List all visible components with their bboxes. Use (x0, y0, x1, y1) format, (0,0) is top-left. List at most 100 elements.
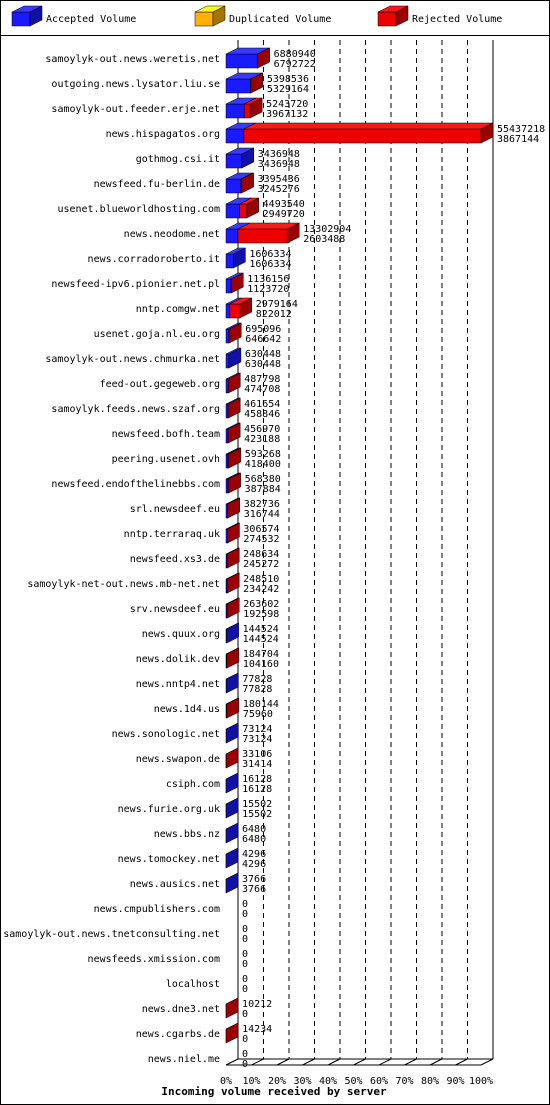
bar-segment (225, 147, 255, 169)
accepted-label: 0 (242, 1034, 248, 1045)
total-label: 461654 (244, 399, 280, 410)
bar-segment (225, 997, 239, 1019)
category-label: feed-out.gegeweb.org (100, 379, 220, 390)
bar-side (212, 5, 226, 27)
category-label: news.dne3.net (142, 1004, 220, 1015)
accepted-label: 6792722 (274, 59, 316, 70)
bar-side (239, 297, 252, 319)
accepted-label: 316744 (244, 509, 280, 520)
category-label: news.tomockey.net (118, 854, 220, 865)
category-label: news.furie.org.uk (118, 804, 220, 815)
tick-mark (404, 1058, 417, 1066)
legend-label: Accepted Volume (46, 14, 136, 25)
accepted-label: 192598 (243, 609, 279, 620)
total-label: 10212 (242, 999, 272, 1010)
category-label: localhost (166, 979, 220, 990)
accepted-label: 1606334 (249, 259, 291, 270)
accepted-label: 3967132 (266, 109, 308, 120)
bar-front (377, 11, 397, 27)
bar-segment (225, 672, 239, 694)
bar-side (246, 197, 259, 219)
x-tick-label: 70% (395, 1076, 413, 1087)
bar-side (226, 572, 240, 594)
category-label: nntp.comgw.net (136, 304, 220, 315)
total-label: 55437218 (497, 124, 545, 135)
bar-side (233, 247, 246, 269)
bar-side (228, 472, 241, 494)
category-label: news.bbs.nz (154, 829, 220, 840)
bar-segment (243, 122, 494, 144)
accepted-label: 418400 (245, 459, 281, 470)
total-label: 180144 (243, 699, 279, 710)
tick-mark (327, 1058, 341, 1066)
tick-mark (302, 1058, 315, 1066)
bar-front (229, 303, 240, 319)
bar-segment (225, 722, 239, 744)
category-label: news.swapon.de (136, 754, 220, 765)
bar-side (228, 447, 241, 469)
tick-mark (225, 1058, 239, 1066)
bar-side (241, 147, 255, 169)
bar-front (225, 278, 232, 294)
bar-segment (228, 322, 242, 344)
bar-side (225, 822, 239, 844)
legend-label: Duplicated Volume (229, 14, 331, 25)
total-label: 593268 (245, 449, 281, 460)
total-label: 568380 (245, 474, 281, 485)
category-label: news.hispagatos.org (106, 129, 220, 140)
category-label: srv.newsdeef.eu (130, 604, 220, 615)
x-tick-label: 30% (293, 1076, 311, 1087)
total-label: 14234 (242, 1024, 272, 1035)
total-label: 3766 (242, 874, 266, 885)
bar-segment (239, 197, 259, 219)
bar-segment (226, 697, 240, 719)
category-label: news.cmpublishers.com (94, 904, 220, 915)
bar-segment (225, 772, 239, 794)
bar-front (225, 178, 242, 194)
accepted-label: 3766 (242, 884, 266, 895)
tick-mark (455, 1058, 468, 1066)
bar-segment (225, 797, 239, 819)
category-label: samoylyk-out.news.tnetconsulting.net (3, 929, 220, 940)
category-label: samoylyk-out.news.chmurka.net (45, 354, 220, 365)
accepted-label: 2949720 (263, 209, 305, 220)
category-label: news.nntp4.net (136, 679, 220, 690)
bar-front (225, 203, 240, 219)
total-label: 487798 (244, 374, 280, 385)
total-label: 6880940 (274, 49, 316, 60)
total-label: 0 (242, 974, 248, 985)
bar-segment (229, 297, 252, 319)
bar-front (225, 403, 229, 419)
bar-front (243, 103, 251, 119)
category-label: newsfeeds.xmission.com (88, 954, 220, 965)
accepted-label: 245272 (243, 559, 279, 570)
x-tick-label: 80% (421, 1076, 439, 1087)
bar-side (226, 547, 240, 569)
accepted-label: 15502 (242, 809, 272, 820)
tick-mark (276, 1058, 290, 1066)
bar-top (243, 122, 494, 130)
accepted-label: 0 (242, 984, 248, 995)
accepted-label: 5329164 (267, 84, 309, 95)
x-axis-label: Incoming volume received by server (161, 1085, 387, 1098)
category-label: news.neodome.net (124, 229, 220, 240)
legend-label: Rejected Volume (412, 14, 502, 25)
bar-side (225, 847, 239, 869)
accepted-label: 274532 (243, 534, 279, 545)
category-label: samoylyk-out.news.weretis.net (45, 54, 220, 65)
total-label: 630448 (245, 349, 281, 360)
tick-mark (480, 1058, 494, 1066)
total-label: 1136156 (247, 274, 289, 285)
bar-segment (237, 222, 300, 244)
total-label: 2979164 (256, 299, 298, 310)
bar-side (227, 522, 240, 544)
total-label: 5243720 (266, 99, 308, 110)
accepted-label: 2603488 (303, 234, 345, 245)
bar-side (225, 1022, 239, 1044)
category-label: news.sonologic.net (112, 729, 220, 740)
category-label: news.cgarbs.de (136, 1029, 220, 1040)
total-label: 248510 (243, 574, 279, 585)
accepted-label: 458846 (244, 409, 280, 420)
bar-side (226, 697, 240, 719)
accepted-label: 630448 (245, 359, 281, 370)
